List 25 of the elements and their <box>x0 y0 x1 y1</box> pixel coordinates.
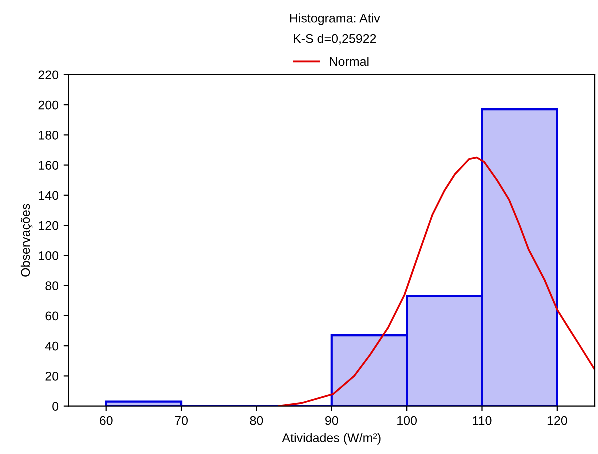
chart-subtitle: K-S d=0,25922 <box>294 34 376 45</box>
y-tick-label: 120 <box>39 221 59 230</box>
y-tick-label: 60 <box>46 312 59 321</box>
y-tick-label: 220 <box>38 70 59 80</box>
x-tick-label: 110 <box>473 416 492 426</box>
x-tick-label: 60 <box>100 416 113 426</box>
legend-label: Normal <box>330 57 369 66</box>
line-series <box>278 156 596 406</box>
chart-title: Histograma: Ativ <box>290 14 380 26</box>
x-tick-label: 120 <box>548 416 568 426</box>
y-tick-label: 200 <box>38 100 59 110</box>
y-tick-label: 80 <box>46 282 59 290</box>
y-tick-label: 20 <box>46 372 59 381</box>
x-tick-label: 90 <box>326 416 338 426</box>
x-tick-label: 100 <box>398 416 418 426</box>
y-tick-label: 0 <box>52 402 59 411</box>
x-axis-title: Atividades (W/m²) <box>282 433 381 445</box>
x-tick-label: 80 <box>250 416 264 426</box>
x-tick-label: 70 <box>175 416 188 426</box>
y-axis-title: Observações <box>20 204 33 277</box>
y-tick-label: 140 <box>39 191 59 200</box>
y-tick-label: 160 <box>39 161 59 170</box>
y-tick-label: 100 <box>39 251 59 260</box>
y-tick-label: 180 <box>39 130 59 140</box>
y-tick-label: 40 <box>45 342 59 351</box>
